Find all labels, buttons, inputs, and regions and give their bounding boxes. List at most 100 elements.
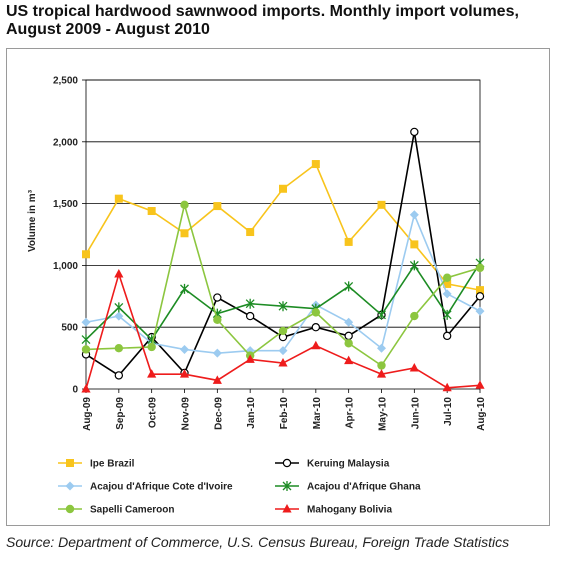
chart-frame bbox=[6, 48, 550, 526]
data-point bbox=[114, 269, 124, 278]
x-tick-labels: Aug-09 Sep-09 Oct-09 Nov-09 Dec-09 Jan-10 Feb-… bbox=[82, 397, 487, 431]
data-point bbox=[442, 382, 452, 392]
series-group bbox=[81, 127, 485, 393]
x-tick-label: Dec-09 bbox=[213, 397, 224, 430]
data-point bbox=[410, 240, 419, 249]
data-point bbox=[443, 279, 452, 288]
x-tick-label: Mar-10 bbox=[312, 397, 323, 430]
data-point bbox=[311, 160, 320, 169]
x-tick-label: Jun-10 bbox=[410, 397, 421, 430]
data-point bbox=[180, 283, 189, 294]
data-point bbox=[278, 358, 288, 367]
data-point bbox=[476, 286, 484, 295]
legend-marker bbox=[282, 481, 292, 491]
data-point bbox=[442, 309, 452, 320]
data-point bbox=[344, 339, 353, 348]
data-point bbox=[442, 331, 452, 341]
series-3 bbox=[81, 257, 485, 345]
data-point bbox=[475, 380, 485, 389]
data-point bbox=[245, 311, 255, 321]
gridlines bbox=[86, 79, 480, 328]
data-point bbox=[377, 343, 386, 353]
series-0 bbox=[82, 160, 484, 295]
data-point bbox=[442, 289, 452, 299]
legend-marker bbox=[65, 504, 75, 514]
data-point bbox=[344, 281, 354, 292]
legend-label: Keruing Malaysia bbox=[307, 459, 390, 470]
legend-marker bbox=[282, 458, 292, 468]
data-point bbox=[475, 292, 485, 301]
data-point bbox=[81, 345, 91, 354]
data-point bbox=[179, 369, 190, 378]
data-point bbox=[344, 355, 354, 365]
legend-entry: Mahogany Bolivia bbox=[275, 504, 392, 516]
legend-entry: Keruing Malaysia bbox=[275, 459, 390, 470]
data-point bbox=[410, 311, 419, 321]
data-point bbox=[409, 210, 419, 220]
data-point bbox=[81, 334, 91, 345]
x-tick-label: Oct-09 bbox=[148, 397, 159, 429]
x-tick-label: Jan-10 bbox=[246, 397, 257, 429]
legend-label: Ipe Brazil bbox=[90, 459, 135, 470]
y-tick-label: 500 bbox=[61, 323, 78, 334]
data-point bbox=[82, 250, 90, 259]
data-point bbox=[442, 273, 452, 282]
legend-entry: Acajou d'Afrique Ghana bbox=[275, 481, 421, 493]
data-point bbox=[147, 369, 157, 378]
legend-label: Mahogany Bolivia bbox=[307, 505, 392, 516]
legend-marker bbox=[66, 459, 74, 467]
series-5 bbox=[81, 269, 485, 393]
y-tick-label: 2,000 bbox=[53, 137, 78, 148]
data-point bbox=[180, 200, 189, 210]
data-point bbox=[475, 263, 485, 273]
data-point bbox=[114, 311, 124, 321]
data-point bbox=[147, 207, 156, 216]
x-tick-label: Jul-10 bbox=[443, 397, 454, 426]
series-line bbox=[85, 162, 481, 291]
data-point bbox=[213, 293, 222, 302]
legend: Ipe Brazil Keruing Malaysia Acajou d'Afriq… bbox=[58, 459, 421, 516]
x-tick-label: Aug-09 bbox=[82, 397, 93, 431]
series-4 bbox=[81, 200, 485, 370]
data-point bbox=[344, 331, 353, 341]
data-point bbox=[114, 344, 124, 353]
y-tick-labels: 0 500 1,000 1,500 2,000 2,500 bbox=[53, 76, 78, 396]
y-axis-label: Volume in m³ bbox=[27, 189, 38, 252]
legend-entry: Sapelli Cameroon bbox=[58, 505, 174, 516]
legend-marker bbox=[282, 504, 292, 513]
data-point bbox=[245, 298, 255, 309]
data-point bbox=[475, 306, 485, 316]
data-point bbox=[114, 371, 124, 380]
legend-label: Sapelli Cameroon bbox=[90, 505, 174, 516]
x-tick-label: May-10 bbox=[378, 397, 389, 431]
axes bbox=[82, 79, 481, 393]
data-point bbox=[180, 229, 189, 238]
data-point bbox=[409, 362, 419, 372]
legend-marker bbox=[65, 481, 75, 491]
x-tick-label: Apr-10 bbox=[345, 397, 356, 429]
y-tick-label: 1,000 bbox=[53, 261, 78, 272]
data-point bbox=[377, 361, 386, 370]
legend-entry: Acajou d'Afrique Cote d'Ivoire bbox=[58, 481, 233, 493]
data-point bbox=[377, 200, 386, 209]
source-note: Source: Department of Commerce, U.S. Cen… bbox=[6, 534, 510, 550]
plot-area bbox=[85, 79, 481, 390]
data-point bbox=[376, 369, 387, 378]
data-point bbox=[344, 317, 354, 327]
data-point bbox=[279, 184, 287, 193]
data-point bbox=[180, 344, 189, 354]
x-tick-label: Feb-10 bbox=[279, 397, 290, 430]
data-point bbox=[409, 260, 419, 271]
x-tick-label: Nov-09 bbox=[181, 397, 192, 431]
series-1 bbox=[81, 127, 485, 380]
x-tick-label: Sep-09 bbox=[115, 397, 126, 430]
data-point bbox=[311, 323, 321, 332]
legend-label: Acajou d'Afrique Ghana bbox=[307, 482, 421, 493]
data-point bbox=[212, 348, 222, 358]
y-tick-label: 1,500 bbox=[53, 199, 78, 210]
data-point bbox=[213, 202, 222, 211]
y-tick-label: 2,500 bbox=[53, 76, 78, 87]
data-point bbox=[81, 317, 91, 327]
data-point bbox=[278, 326, 288, 336]
